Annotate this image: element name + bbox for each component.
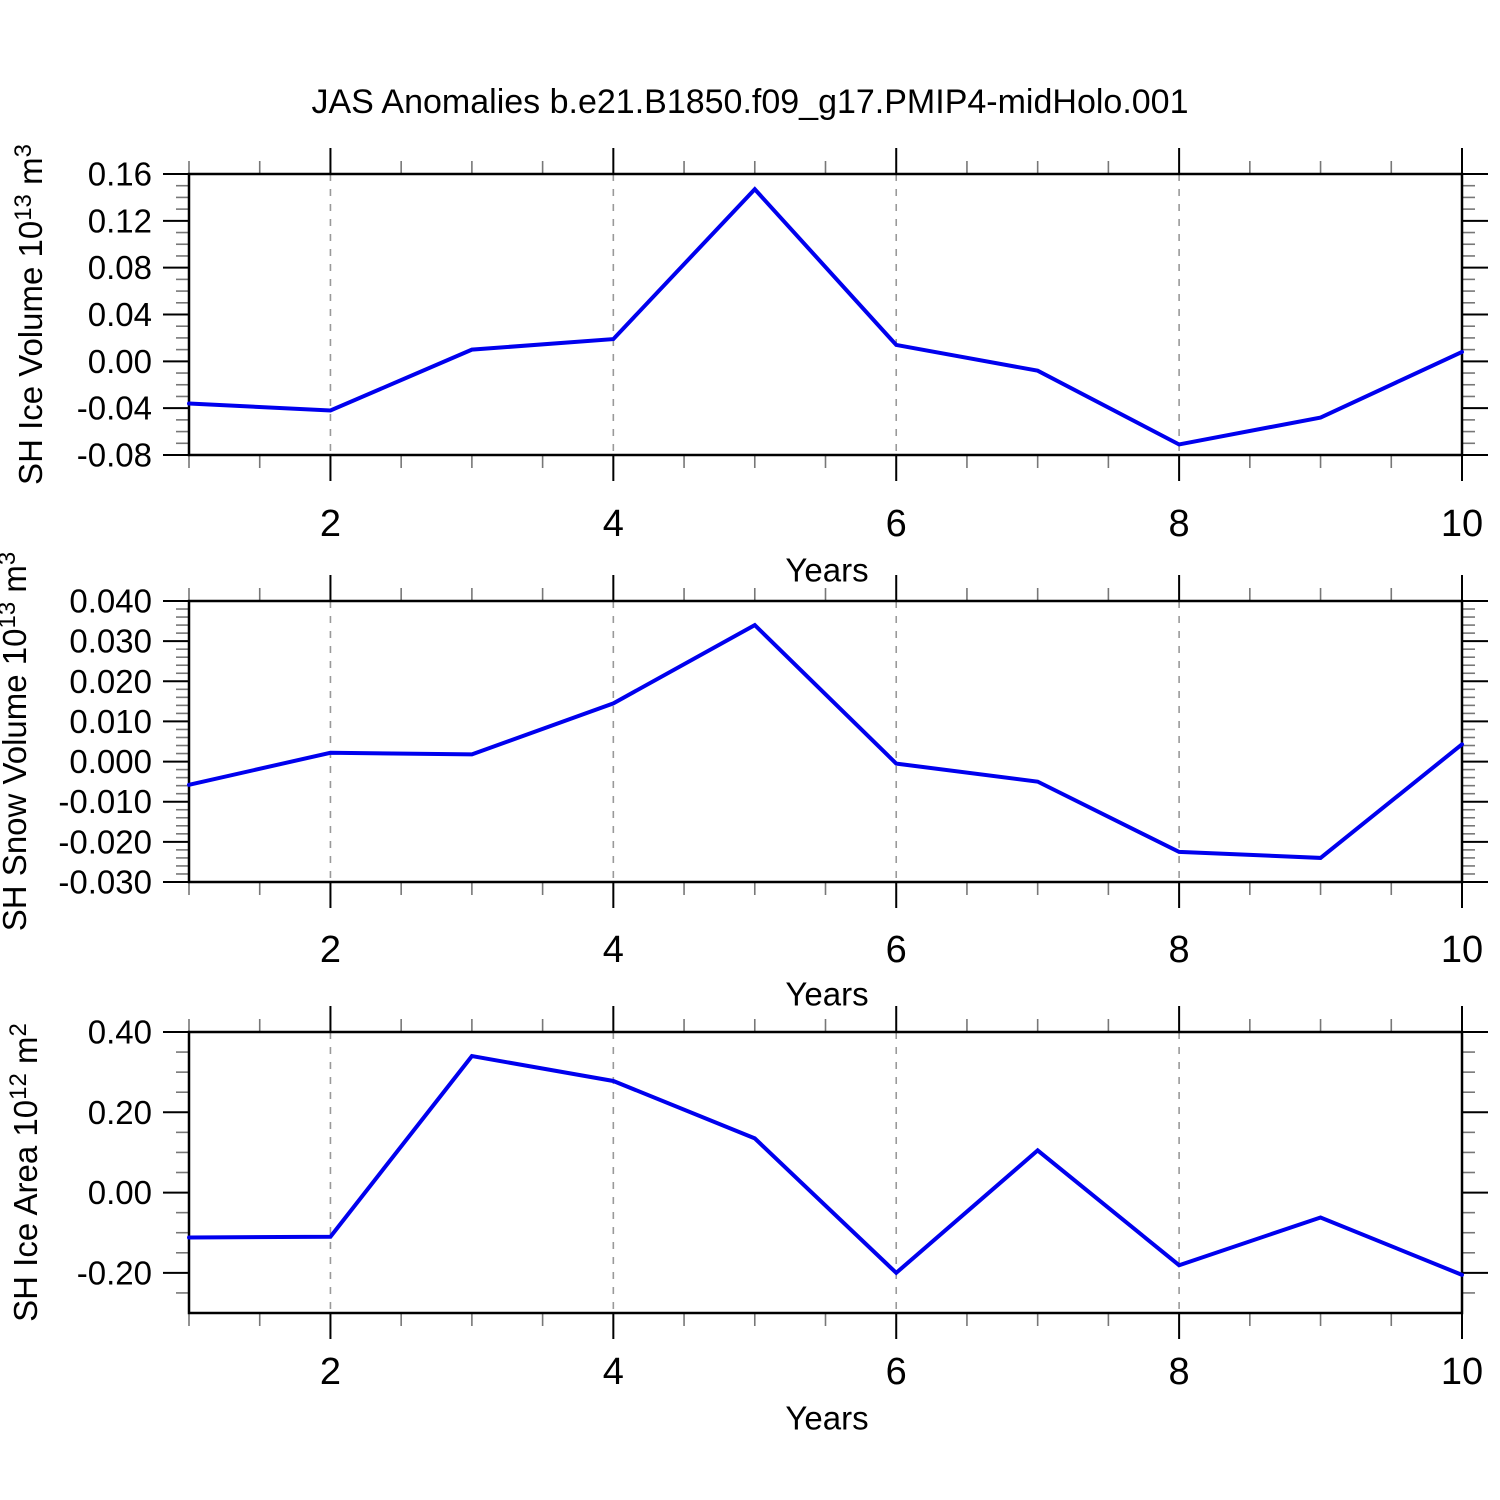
x-tick-label: 8 <box>1169 929 1190 971</box>
y-tick-label: 0.00 <box>88 343 152 380</box>
x-tick-label: 4 <box>603 1351 624 1393</box>
x-tick-label: 2 <box>320 503 341 545</box>
y-axis-title-part: 3 <box>10 144 37 157</box>
plot-frame <box>187 599 1464 884</box>
panel-sh-ice-volume: 2 4 6 8 10 0.16 0.12 0.08 0.04 0.00 -0.04 -0.08 Year… <box>10 144 1488 589</box>
y-axis-title-part: SH Snow Volume 10 <box>0 629 33 932</box>
y-axis-title-part: 13 <box>10 194 37 221</box>
y-tick-label: 0.20 <box>88 1094 152 1131</box>
x-tick-label: 6 <box>886 503 907 545</box>
y-axis-title-part: SH Ice Volume 10 <box>12 221 49 485</box>
y-axis-title: SH Ice Volume 1013 m3 <box>10 144 49 485</box>
x-tick-label: 6 <box>886 1351 907 1393</box>
panel-sh-ice-area: 2 4 6 8 10 0.40 0.20 0.00 -0.20 Years SH Ice Area … <box>5 1006 1488 1437</box>
y-axis-title-part: 2 <box>5 1023 32 1036</box>
figure-title: JAS Anomalies b.e21.B1850.f09_g17.PMIP4-… <box>311 83 1189 121</box>
y-axis-title-part: 12 <box>5 1073 32 1100</box>
y-tick-label: 0.40 <box>88 1014 152 1051</box>
y-tick-label: 0.020 <box>69 663 152 700</box>
y-tick-label: 0.00 <box>88 1174 152 1211</box>
y-tick-label: -0.030 <box>58 864 152 901</box>
y-tick-label: 0.000 <box>69 743 152 780</box>
y-tick-label: 0.08 <box>88 249 152 286</box>
x-tick-label: 8 <box>1169 1351 1190 1393</box>
x-tick-label: 10 <box>1441 929 1483 971</box>
y-tick-label: 0.04 <box>88 296 152 333</box>
plot-frame <box>187 1030 1464 1315</box>
y-axis-title-part: m <box>7 1037 44 1074</box>
x-tick-label: 4 <box>603 503 624 545</box>
x-tick-label: 2 <box>320 1351 341 1393</box>
y-tick-label: -0.08 <box>77 437 152 474</box>
y-axis-title: SH Ice Area 1012 m2 <box>5 1023 44 1322</box>
y-tick-label: 0.040 <box>69 583 152 620</box>
y-axis-title-part: m <box>12 157 49 194</box>
y-tick-label: 0.12 <box>88 202 152 239</box>
data-line <box>187 622 1464 860</box>
x-tick-label: 10 <box>1441 1351 1483 1393</box>
x-tick-label: 8 <box>1169 503 1190 545</box>
x-tick-label: 2 <box>320 929 341 971</box>
y-tick-label: -0.010 <box>58 783 152 820</box>
y-axis-title-part: 3 <box>0 552 21 565</box>
data-line <box>187 186 1464 447</box>
y-tick-label: 0.010 <box>69 703 152 740</box>
y-tick-label: -0.020 <box>58 823 152 860</box>
y-tick-label: -0.04 <box>77 390 152 427</box>
y-tick-label: 0.030 <box>69 623 152 660</box>
x-tick-label: 4 <box>603 929 624 971</box>
y-axis-title-part: 13 <box>0 602 21 629</box>
y-tick-label: -0.20 <box>77 1254 152 1291</box>
y-axis-title-part: m <box>0 565 33 602</box>
y-axis-title: SH Snow Volume 1013 m3 <box>0 552 33 931</box>
panel-sh-snow-volume: 2 4 6 8 100.0400.0300.0200.0100.000-0.010-0.… <box>0 552 1488 1013</box>
plot-frame <box>187 172 1464 457</box>
x-axis-title: Years <box>785 552 868 589</box>
x-axis-title: Years <box>785 976 868 1013</box>
y-tick-label: 0.16 <box>88 156 152 193</box>
data-line <box>187 1053 1464 1277</box>
x-axis-title: Years <box>785 1400 868 1437</box>
y-axis-title-part: SH Ice Area 10 <box>7 1100 44 1322</box>
x-tick-label: 10 <box>1441 503 1483 545</box>
x-tick-label: 6 <box>886 929 907 971</box>
